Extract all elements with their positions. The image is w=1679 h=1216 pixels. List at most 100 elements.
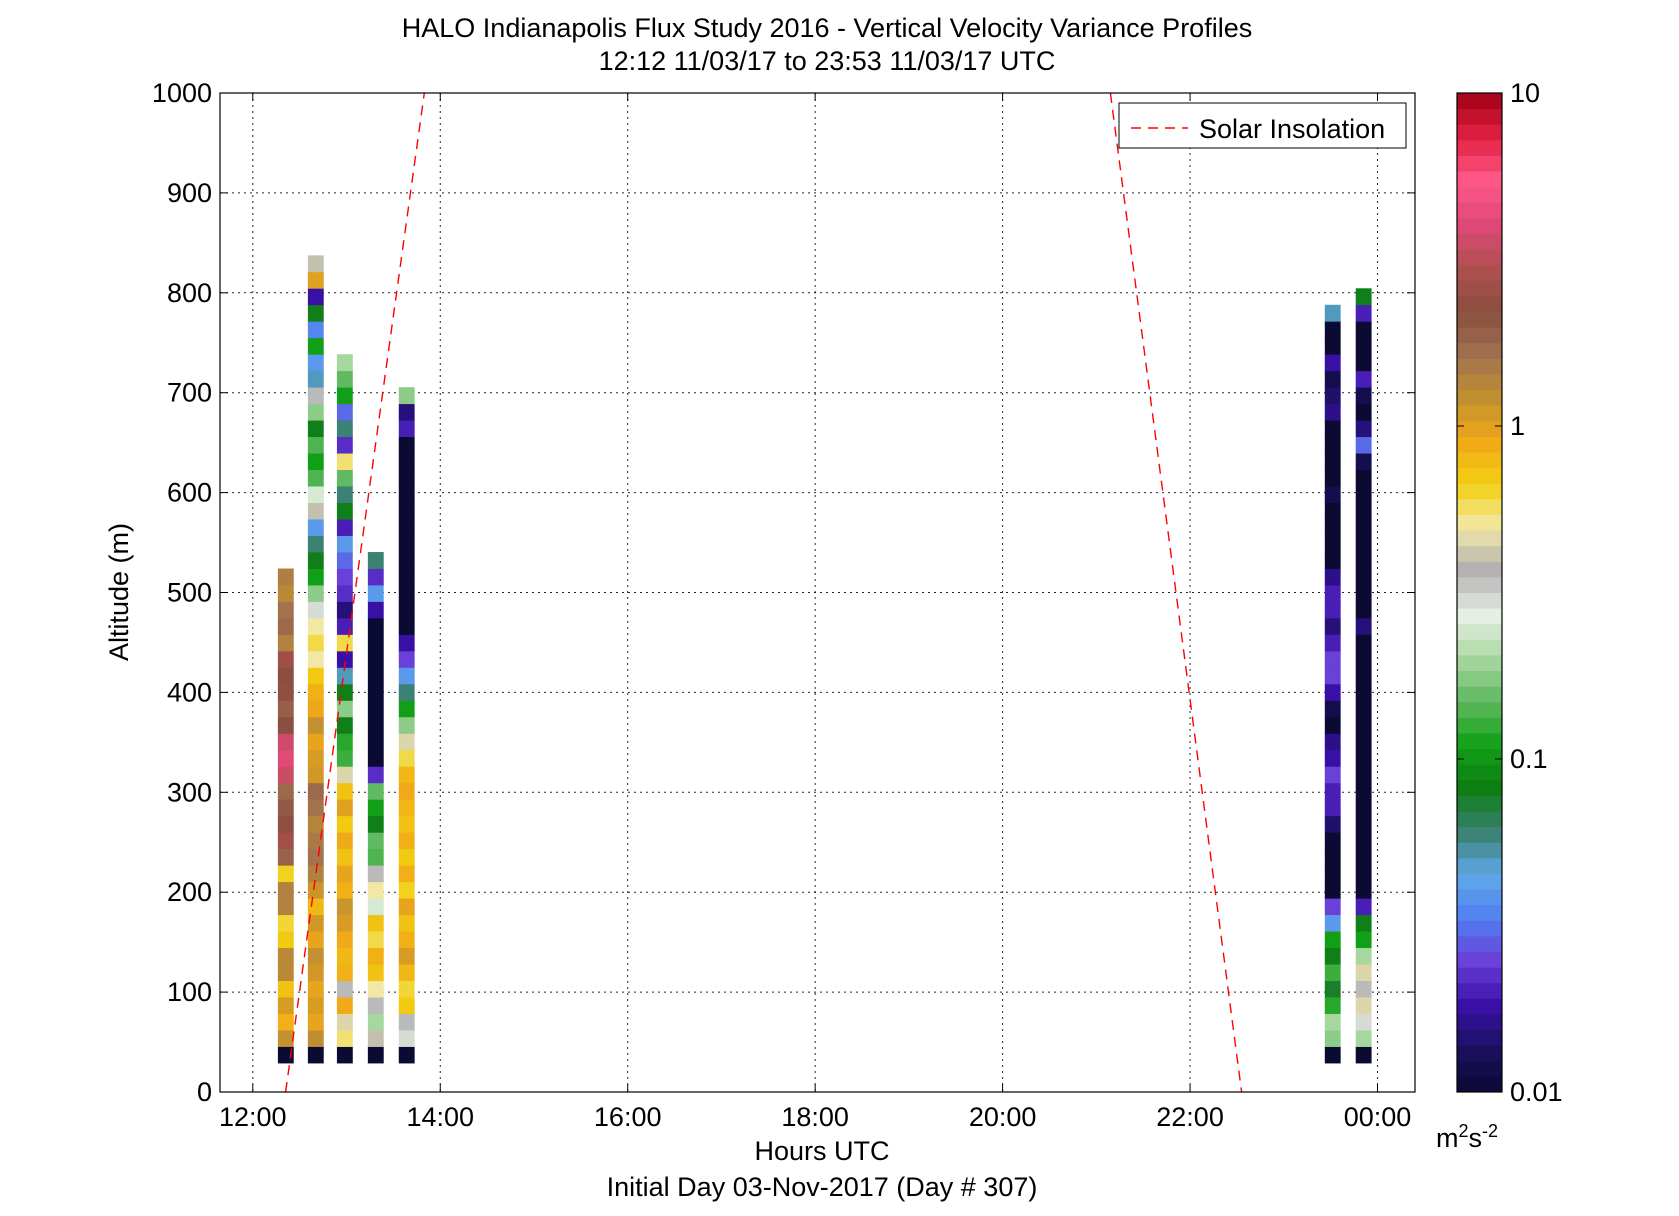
heatmap-cell bbox=[367, 799, 384, 817]
x-tick-label: 20:00 bbox=[969, 1102, 1037, 1132]
heatmap-cell bbox=[277, 700, 294, 718]
legend-box bbox=[1118, 102, 1407, 149]
heatmap-cell bbox=[277, 617, 294, 635]
heatmap-cell bbox=[1324, 700, 1341, 718]
heatmap-cell bbox=[1355, 1030, 1372, 1047]
heatmap-cell bbox=[307, 321, 324, 339]
heatmap-cell bbox=[277, 848, 294, 866]
heatmap-cell bbox=[277, 997, 294, 1014]
heatmap-cell bbox=[1355, 964, 1372, 982]
heatmap-cell bbox=[336, 980, 353, 998]
heatmap-cell bbox=[277, 799, 294, 817]
heatmap-cell bbox=[336, 387, 353, 405]
heatmap-cell bbox=[367, 980, 384, 998]
colorbar-band bbox=[1457, 249, 1502, 266]
heatmap-cell bbox=[307, 354, 324, 372]
heatmap-cell bbox=[277, 1030, 294, 1047]
heatmap-cell bbox=[307, 980, 324, 998]
heatmap-cell bbox=[1324, 815, 1341, 833]
heatmap-cell bbox=[367, 716, 384, 734]
heatmap-cell bbox=[336, 832, 353, 850]
heatmap-cell bbox=[277, 898, 294, 916]
heatmap-cell bbox=[307, 832, 324, 850]
heatmap-cell bbox=[398, 420, 415, 438]
colorbar-band bbox=[1457, 982, 1502, 999]
heatmap-cell bbox=[1324, 519, 1341, 536]
heatmap-cell bbox=[336, 898, 353, 916]
y-tick-label: 500 bbox=[167, 578, 212, 608]
heatmap-cell bbox=[398, 997, 415, 1014]
heatmap-cell bbox=[277, 716, 294, 734]
heatmap-cell bbox=[1355, 650, 1372, 668]
y-axis-title: Altitude (m) bbox=[104, 523, 134, 661]
chart-subtitle: 12:12 11/03/17 to 23:53 11/03/17 UTC bbox=[599, 46, 1056, 76]
heatmap-cell bbox=[398, 1030, 415, 1047]
heatmap-cell bbox=[336, 568, 353, 586]
heatmap-cell bbox=[336, 601, 353, 619]
heatmap-cell bbox=[398, 733, 415, 751]
heatmap-cell bbox=[1324, 617, 1341, 635]
heatmap-cell bbox=[367, 601, 384, 619]
heatmap-cell bbox=[1324, 865, 1341, 883]
heatmap-cell bbox=[336, 931, 353, 949]
heatmap-cell bbox=[1324, 881, 1341, 899]
heatmap-cell bbox=[336, 519, 353, 536]
heatmap-cell bbox=[1355, 782, 1372, 800]
heatmap-cell bbox=[1324, 304, 1341, 322]
y-tick-label: 1000 bbox=[152, 78, 212, 108]
heatmap-cell bbox=[336, 354, 353, 372]
heatmap-cell bbox=[336, 733, 353, 751]
heatmap-cell bbox=[307, 486, 324, 503]
colorbar-band bbox=[1457, 420, 1502, 437]
heatmap-cell bbox=[1355, 617, 1372, 635]
heatmap-cell bbox=[336, 667, 353, 685]
heatmap-cell bbox=[277, 667, 294, 685]
heatmap-cell bbox=[307, 271, 324, 289]
y-tick-label: 900 bbox=[167, 178, 212, 208]
heatmap-cell bbox=[277, 914, 294, 932]
heatmap-cell bbox=[398, 898, 415, 916]
colorbar-border bbox=[1456, 92, 1503, 1093]
colorbar-tick-label: 10 bbox=[1510, 78, 1540, 108]
colorbar-band bbox=[1457, 795, 1502, 812]
colorbar-tick-label: 1 bbox=[1510, 411, 1525, 441]
heatmap-cell bbox=[1324, 782, 1341, 800]
heatmap-cell bbox=[398, 585, 415, 602]
heatmap-cell bbox=[398, 1046, 415, 1064]
heatmap-cell bbox=[307, 700, 324, 718]
heatmap-cell bbox=[277, 650, 294, 668]
heatmap-cell bbox=[307, 304, 324, 322]
heatmap-cell bbox=[277, 634, 294, 652]
heatmap-cell bbox=[1355, 337, 1372, 355]
colorbar-band bbox=[1457, 701, 1502, 718]
colorbar-band bbox=[1457, 608, 1502, 625]
heatmap-cell bbox=[336, 964, 353, 982]
heatmap-cell bbox=[1355, 683, 1372, 701]
colorbar-band bbox=[1457, 1029, 1502, 1046]
heatmap-cell bbox=[1324, 321, 1341, 339]
heatmap-cell bbox=[398, 650, 415, 668]
heatmap-cell bbox=[367, 749, 384, 767]
colorbar-band bbox=[1457, 124, 1502, 141]
heatmap-cell bbox=[336, 815, 353, 833]
colorbar-band bbox=[1457, 311, 1502, 328]
heatmap-cell bbox=[1324, 502, 1341, 520]
colorbar-band bbox=[1457, 233, 1502, 250]
heatmap-cell bbox=[367, 634, 384, 652]
heatmap-cell bbox=[1355, 354, 1372, 372]
heatmap-cell bbox=[336, 617, 353, 635]
x-axis-subtitle: Initial Day 03-Nov-2017 (Day # 307) bbox=[607, 1172, 1038, 1202]
heatmap-cell bbox=[367, 914, 384, 932]
y-tick-label: 800 bbox=[167, 278, 212, 308]
heatmap-cell bbox=[307, 634, 324, 652]
heatmap-cell bbox=[307, 782, 324, 800]
x-tick-label: 22:00 bbox=[1156, 1102, 1224, 1132]
heatmap-cell bbox=[307, 667, 324, 685]
unit-base: m bbox=[1436, 1123, 1459, 1153]
heatmap-cell bbox=[307, 337, 324, 355]
colorbar-band bbox=[1457, 967, 1502, 984]
heatmap-cell bbox=[398, 832, 415, 850]
heatmap-cell bbox=[367, 568, 384, 586]
heatmap-cell bbox=[1355, 519, 1372, 536]
heatmap-cell bbox=[307, 403, 324, 421]
